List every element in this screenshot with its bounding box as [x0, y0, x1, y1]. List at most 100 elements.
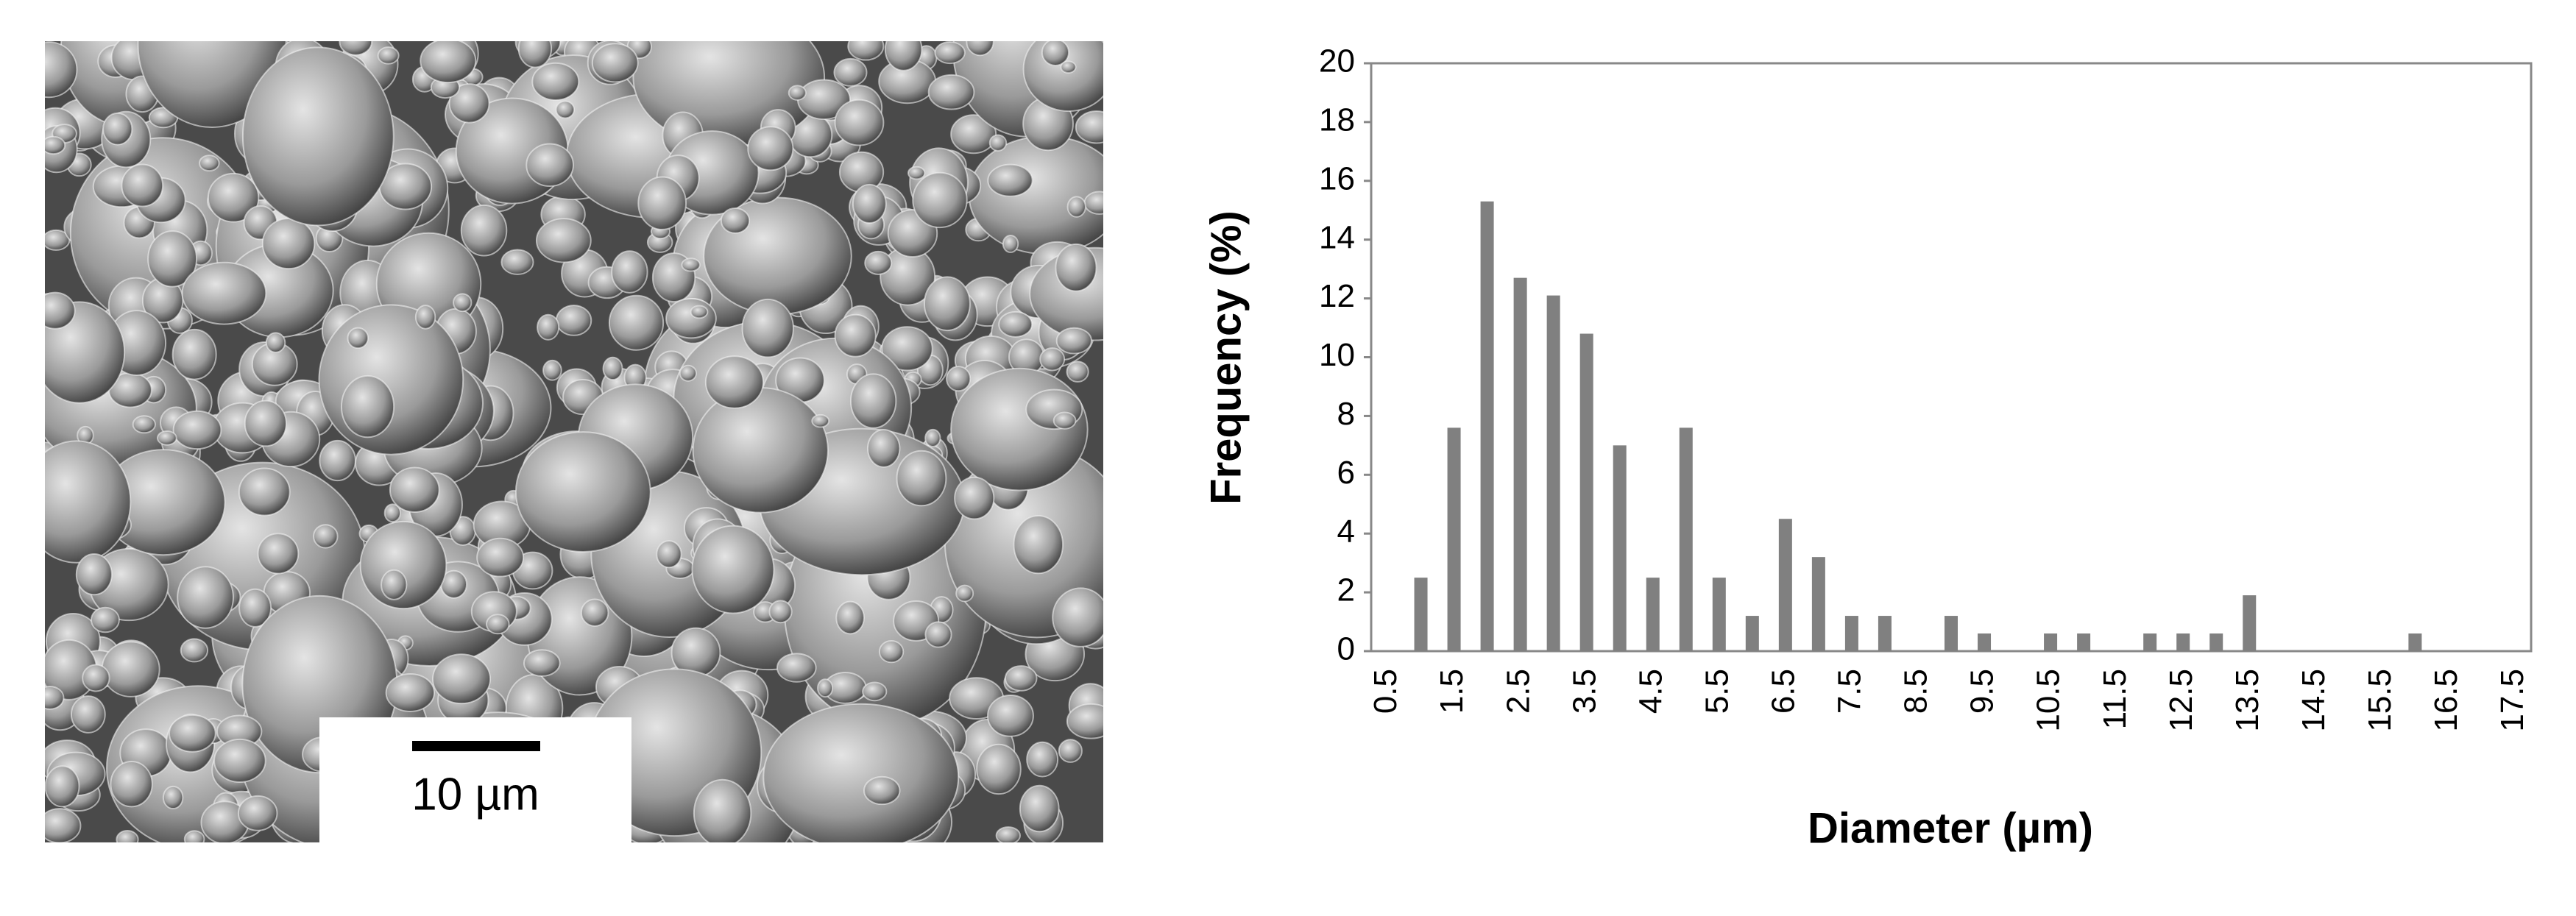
particle — [852, 183, 887, 224]
y-tick-label: 20 — [1319, 43, 1355, 79]
particle — [121, 163, 164, 207]
particle — [383, 503, 401, 523]
particle — [45, 291, 76, 330]
particle — [420, 41, 477, 84]
particle — [45, 135, 66, 155]
particle — [526, 143, 574, 188]
particle — [1052, 411, 1077, 430]
particle — [950, 367, 1089, 491]
particle — [75, 553, 113, 596]
particle — [199, 155, 220, 172]
particle — [261, 218, 316, 270]
y-axis-title: Frequency (%) — [1202, 210, 1250, 505]
particle — [849, 373, 897, 429]
particle — [181, 261, 267, 325]
x-tick-label: 13.5 — [2229, 669, 2265, 732]
particle — [45, 41, 78, 99]
bar — [2143, 633, 2157, 651]
particle — [1039, 347, 1066, 372]
particle — [862, 681, 888, 702]
particle — [1066, 361, 1089, 383]
particle — [91, 606, 120, 633]
bar — [1944, 616, 1958, 651]
particle — [656, 540, 682, 569]
particle — [448, 83, 490, 124]
particle — [414, 305, 436, 330]
particle — [257, 533, 300, 575]
particle — [116, 830, 139, 842]
bar — [1778, 519, 1792, 651]
particle — [881, 326, 933, 372]
particle — [1066, 703, 1103, 739]
y-tick-label: 12 — [1319, 278, 1355, 314]
particle — [864, 250, 893, 275]
particle — [835, 600, 865, 635]
particle — [776, 653, 817, 683]
particle — [665, 298, 717, 339]
x-tick-label: 10.5 — [2031, 669, 2067, 732]
particle — [381, 569, 408, 600]
particle — [1083, 191, 1103, 215]
bar — [1613, 445, 1627, 651]
particle — [679, 364, 697, 382]
particle — [747, 126, 794, 171]
particle — [884, 41, 923, 71]
particle — [183, 830, 205, 842]
x-tick-label: 4.5 — [1632, 669, 1669, 714]
particle — [156, 430, 177, 446]
particle — [988, 134, 1008, 152]
particle — [537, 313, 560, 341]
particle — [924, 621, 952, 648]
particle — [500, 249, 534, 275]
bar — [1712, 578, 1726, 651]
y-tick-label: 6 — [1337, 455, 1355, 491]
bar — [1513, 277, 1527, 651]
x-tick-label: 15.5 — [2362, 669, 2398, 732]
particle — [432, 653, 492, 705]
x-tick-label: 9.5 — [1964, 669, 2000, 714]
particle — [995, 826, 1021, 842]
particle — [389, 466, 440, 513]
particle — [340, 374, 395, 439]
particle — [762, 703, 960, 842]
particle — [834, 99, 885, 146]
particle — [542, 359, 562, 381]
bar — [1811, 557, 1825, 651]
particle — [1066, 196, 1086, 218]
particle — [523, 649, 561, 677]
particle — [692, 387, 829, 514]
particle — [313, 524, 339, 549]
particle — [319, 439, 356, 482]
particle — [611, 250, 648, 294]
particle — [637, 176, 687, 230]
particle — [453, 293, 473, 313]
particle — [514, 431, 651, 553]
x-tick-label: 2.5 — [1500, 669, 1536, 714]
particle — [863, 775, 901, 806]
x-tick-label: 1.5 — [1434, 669, 1470, 714]
particle — [998, 310, 1033, 338]
particle — [954, 476, 995, 520]
y-tick-label: 8 — [1337, 396, 1355, 432]
particle — [1013, 515, 1064, 575]
particle — [555, 100, 576, 119]
particle — [45, 440, 132, 564]
particle — [45, 765, 80, 808]
plot-area — [1370, 62, 2533, 653]
particle — [1058, 739, 1083, 763]
particle — [1060, 60, 1077, 74]
particle — [531, 62, 580, 101]
bar — [1978, 633, 1992, 651]
bar — [1679, 427, 1693, 651]
y-tick-label: 2 — [1337, 572, 1355, 608]
particle — [847, 41, 885, 61]
particle — [207, 172, 260, 223]
bar — [1480, 201, 1494, 651]
y-tick-label: 10 — [1319, 337, 1355, 373]
particle — [950, 114, 997, 155]
bar — [1745, 616, 1759, 651]
x-tick-label: 16.5 — [2428, 669, 2464, 732]
bar — [1447, 427, 1461, 651]
particle — [580, 598, 609, 627]
